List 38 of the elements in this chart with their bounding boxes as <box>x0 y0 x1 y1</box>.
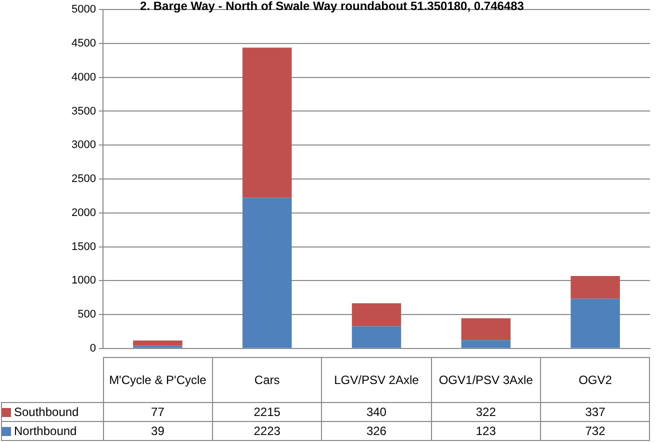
data-label: 322 <box>431 402 541 422</box>
x-tick-label: OGV1/PSV 3Axle <box>431 358 541 402</box>
y-tick-label: 2500 <box>72 173 96 186</box>
y-tick-label: 5000 <box>72 4 96 16</box>
y-tick-label: 4500 <box>72 38 96 50</box>
bar <box>461 340 511 348</box>
chart-title: 2. Barge Way - North of Swale Way roundabout 51.350180, 0.746483 <box>140 0 524 13</box>
data-label: 337 <box>540 402 650 422</box>
data-label: 39 <box>103 422 212 440</box>
x-tick-label: OGV2 <box>540 358 650 402</box>
x-tick-label: M'Cycle & P'Cycle <box>103 358 212 402</box>
bar <box>570 276 620 299</box>
bar <box>461 318 511 340</box>
data-label: 123 <box>431 422 541 440</box>
y-tick-label: 1000 <box>72 274 96 287</box>
legend-label: Southbound <box>2 402 103 422</box>
y-tick-label: 0 <box>90 342 96 354</box>
bar <box>242 198 292 348</box>
data-label: 326 <box>322 422 432 440</box>
data-label: 77 <box>103 402 212 422</box>
bar <box>352 326 402 348</box>
x-tick-label: LGV/PSV 2Axle <box>322 358 432 402</box>
y-tick-label: 1500 <box>72 240 96 253</box>
legend-label: Northbound <box>2 422 103 440</box>
bar <box>352 303 402 326</box>
data-label: 732 <box>540 422 650 440</box>
x-tick-label: Cars <box>212 358 322 402</box>
y-tick-label: 500 <box>78 308 96 321</box>
y-tick-label: 4000 <box>72 71 96 84</box>
y-tick-label: 2000 <box>72 206 96 219</box>
bar <box>242 48 292 198</box>
bar <box>570 298 620 348</box>
data-label: 2215 <box>212 402 322 422</box>
data-label: 2223 <box>212 422 322 440</box>
y-tick-label: 3500 <box>72 105 96 118</box>
bar <box>133 340 182 346</box>
y-tick-label: 3000 <box>72 139 96 152</box>
data-label: 340 <box>322 402 432 422</box>
